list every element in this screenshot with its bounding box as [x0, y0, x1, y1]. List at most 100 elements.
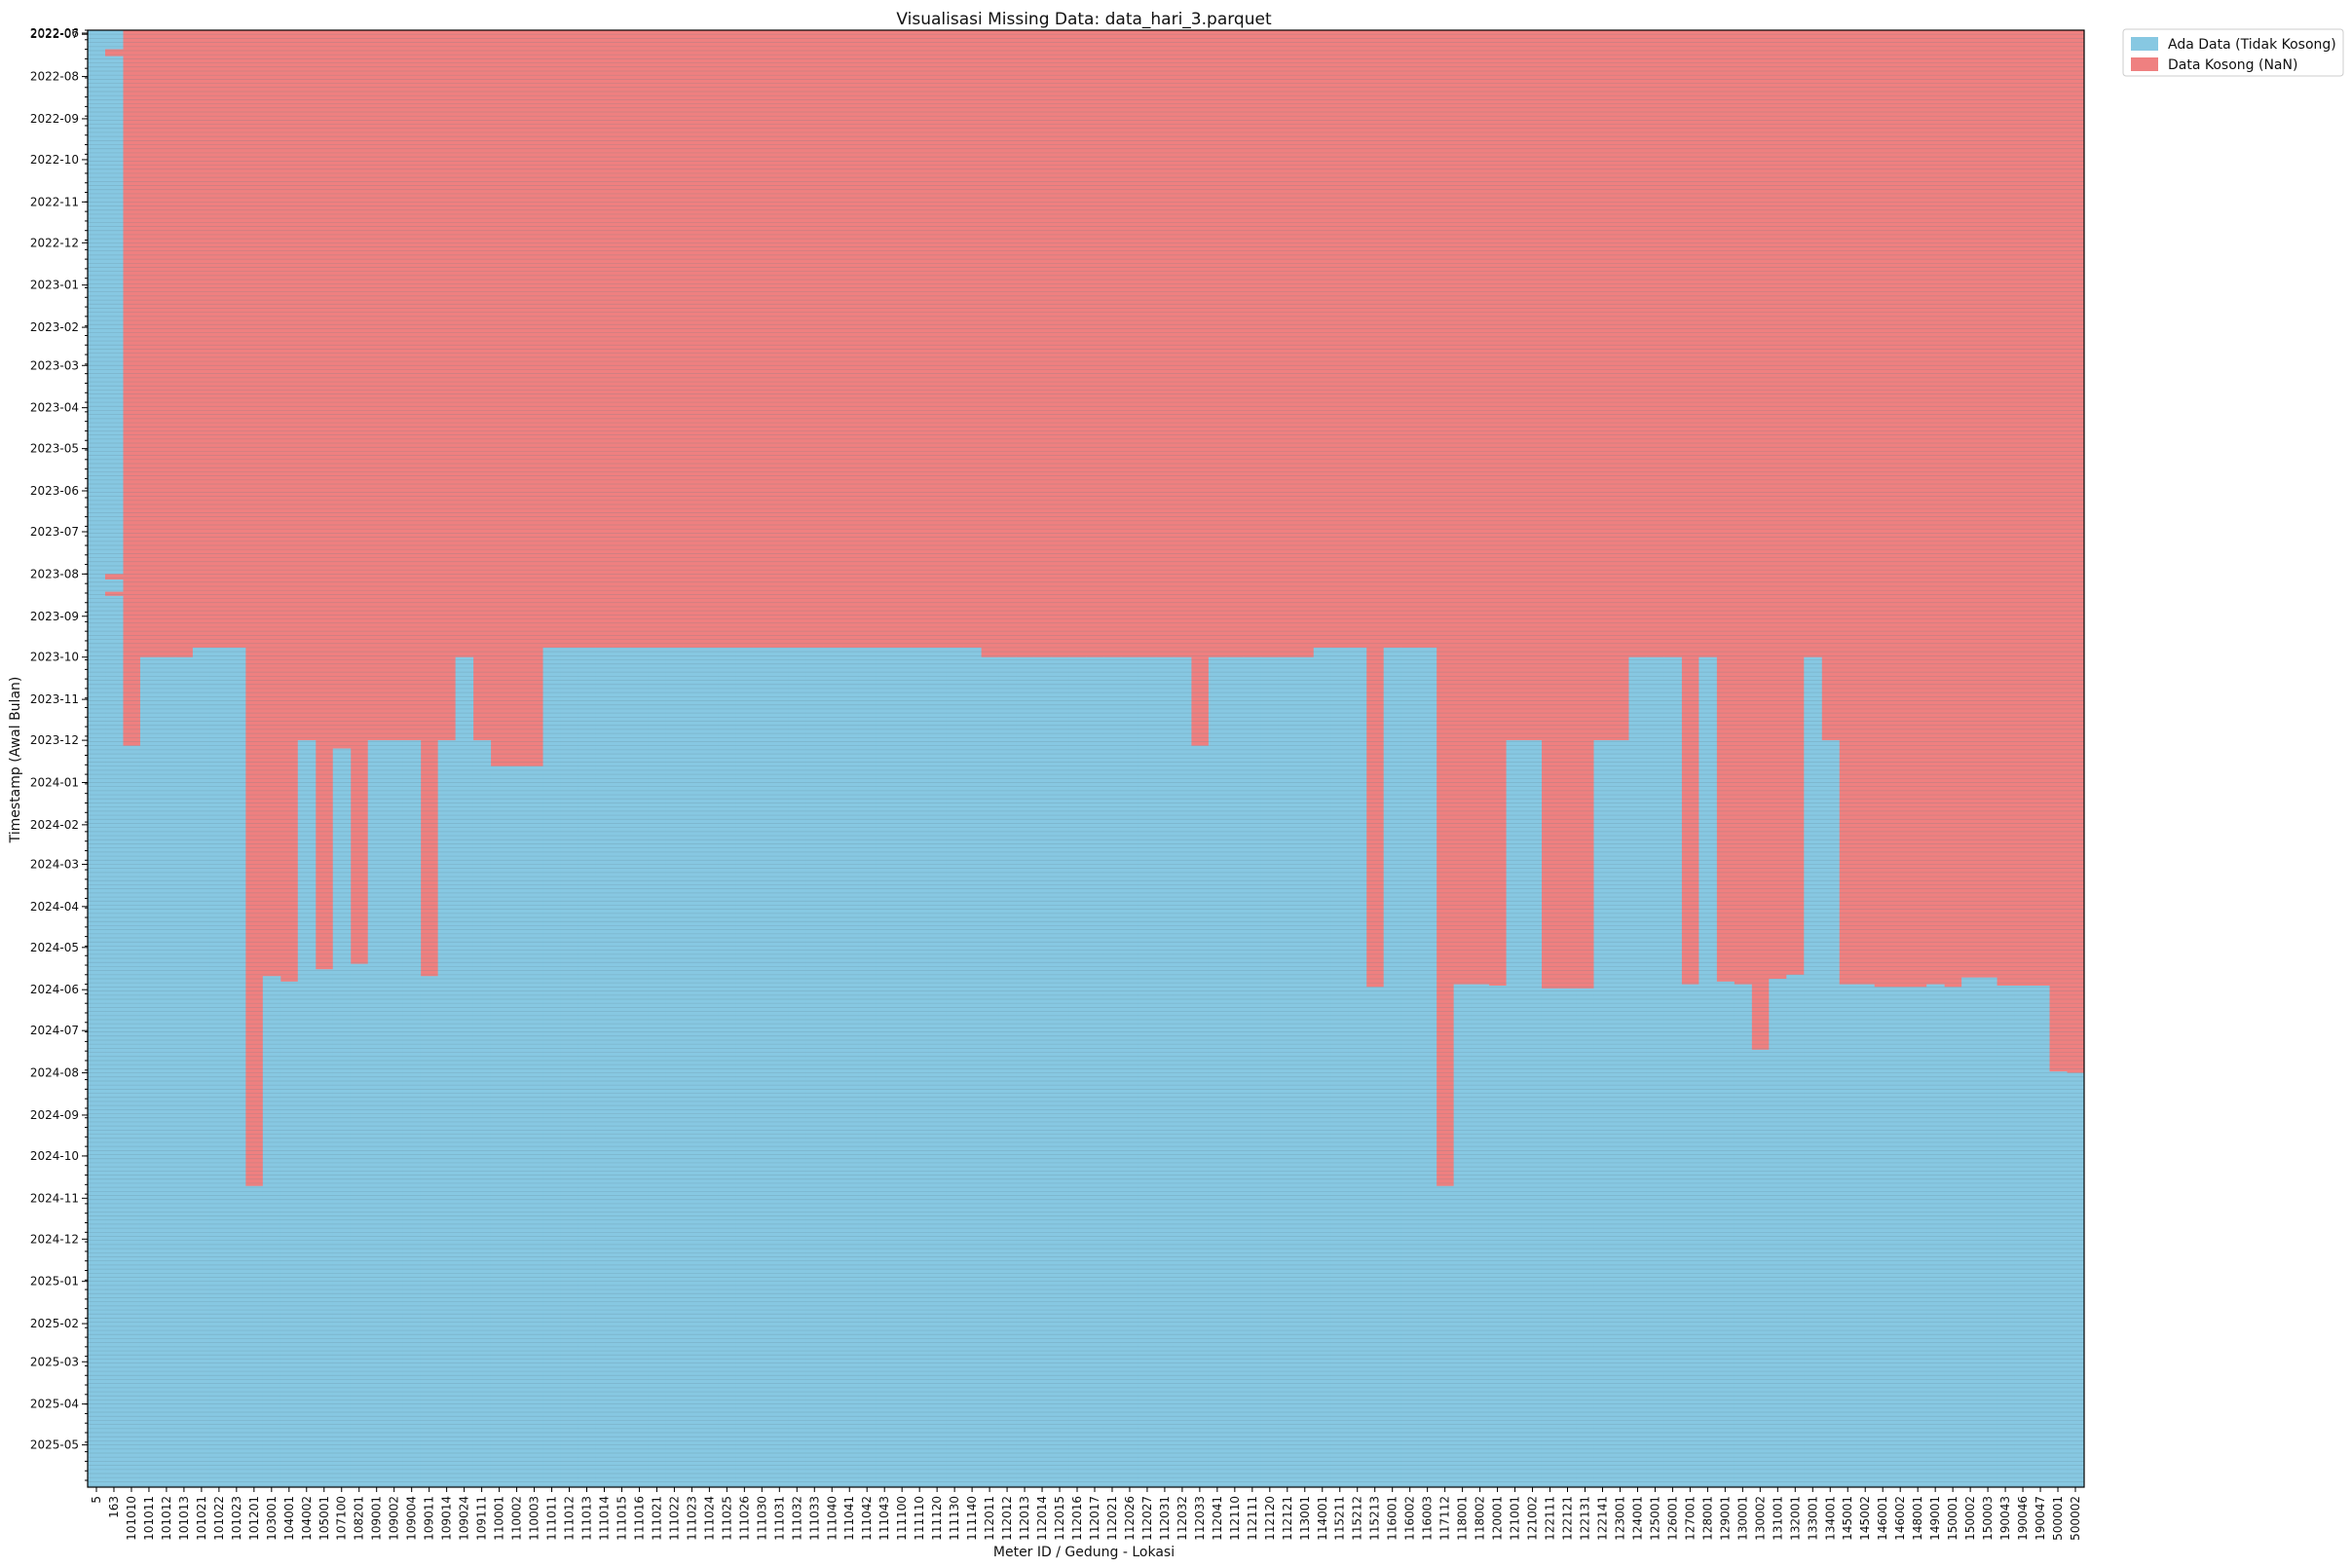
data-present-109014: [437, 740, 457, 1487]
data-present-133001: [1804, 656, 1822, 1487]
x-tick-label: 122131: [1579, 1496, 1592, 1541]
row-lines: [88, 29, 2084, 1486]
data-present-112014: [1033, 656, 1052, 1487]
y-tick-label: 2023-02: [30, 320, 79, 334]
data-present-131001: [1769, 979, 1787, 1487]
x-tick-label: 127001: [1683, 1496, 1697, 1541]
x-tick-label: 103001: [265, 1496, 279, 1541]
data-present-111100: [893, 647, 912, 1487]
data-present-118002: [1471, 984, 1490, 1487]
x-tick-label: 190046: [2016, 1496, 2030, 1541]
x-tick-label: 101013: [177, 1496, 191, 1541]
data-present-122111: [1541, 988, 1560, 1487]
data-present-112016: [1068, 656, 1087, 1487]
data-present-118001: [1453, 984, 1473, 1487]
x-tick-label: 109001: [370, 1496, 384, 1541]
x-tick-label: 109014: [440, 1496, 454, 1541]
data-present-112111: [1243, 656, 1262, 1487]
x-axis-ticks: 5 163 101010 101011 101012 101013 101021 101022…: [90, 1487, 2082, 1541]
x-tick-label: 112033: [1193, 1496, 1207, 1541]
data-present-112012: [998, 656, 1017, 1487]
x-tick-label: 111013: [580, 1496, 594, 1541]
data-present-period-163: [104, 30, 124, 657]
x-tick-label: 128001: [1700, 1496, 1714, 1541]
data-present-111012: [560, 647, 579, 1487]
x-tick-label: 109111: [475, 1496, 489, 1541]
legend-frame: [2122, 28, 2344, 77]
data-present-114001: [1313, 647, 1332, 1487]
data-present-period-5: [88, 594, 106, 1486]
data-present-101021: [192, 647, 211, 1487]
legend-swatch-present: [2131, 37, 2158, 51]
data-present-111025: [718, 647, 736, 1487]
x-tick-label: 122111: [1544, 1496, 1557, 1541]
data-gap-163: [104, 591, 124, 596]
x-tick-label: 112011: [983, 1496, 996, 1541]
x-tick-label: 112017: [1088, 1496, 1101, 1541]
data-present-112031: [1155, 656, 1175, 1487]
plot-frame: [87, 29, 2085, 1488]
y-tick-label: 2024-06: [30, 983, 79, 996]
data-present-134001: [1821, 740, 1840, 1487]
x-tick-label: 112013: [1018, 1496, 1031, 1541]
x-tick-label: 113001: [1298, 1496, 1312, 1541]
x-tick-label: 5: [90, 1496, 103, 1504]
data-present-112110: [1225, 656, 1245, 1487]
y-tick-label: 2024-09: [30, 1108, 79, 1122]
data-present-121002: [1523, 740, 1543, 1487]
x-tick-label: 112016: [1070, 1496, 1084, 1541]
data-present-104002: [297, 740, 317, 1487]
x-tick-label: 122121: [1561, 1496, 1575, 1541]
x-tick-label: 115213: [1368, 1496, 1382, 1541]
data-present-146001: [1874, 987, 1892, 1487]
data-present-116001: [1383, 647, 1402, 1487]
x-tick-label: 118001: [1456, 1496, 1470, 1541]
x-tick-label: 101201: [247, 1496, 261, 1541]
x-tick-label: 111021: [650, 1496, 663, 1541]
x-tick-label: 110002: [510, 1496, 524, 1541]
x-tick-label: 111030: [755, 1496, 768, 1541]
data-present-146002: [1891, 987, 1910, 1487]
x-tick-label: 111042: [860, 1496, 874, 1541]
x-tick-label: 117112: [1438, 1496, 1452, 1541]
data-present-101201: [244, 1185, 264, 1487]
y-tick-label: 2025-05: [30, 1438, 79, 1452]
data-present-101013: [174, 656, 194, 1487]
y-tick-label: 2023-04: [30, 401, 79, 415]
x-tick-label: 111012: [563, 1496, 577, 1541]
data-present-107100: [332, 748, 352, 1487]
x-tick-label: 111014: [597, 1496, 611, 1541]
data-present-117112: [1436, 1185, 1455, 1487]
x-tick-label: 118002: [1474, 1496, 1487, 1541]
legend-label-present: Ada Data (Tidak Kosong): [2168, 37, 2336, 53]
x-tick-label: 101022: [212, 1496, 226, 1541]
y-tick-label: 2024-12: [30, 1232, 79, 1246]
x-tick-label: 190047: [2034, 1496, 2047, 1541]
data-present-111110: [911, 647, 929, 1487]
x-tick-label: 111011: [545, 1496, 559, 1541]
data-present-121001: [1506, 740, 1525, 1487]
y-tick-label: 2023-08: [30, 567, 79, 580]
y-tick-label: 2023-05: [30, 442, 79, 456]
x-tick-label: 133001: [1806, 1496, 1819, 1541]
data-present-111041: [840, 647, 859, 1487]
data-present-109024: [455, 656, 474, 1487]
data-present-111023: [683, 647, 701, 1487]
y-tick-label: 2024-04: [30, 900, 79, 914]
data-present-111040: [823, 647, 841, 1487]
y-tick-label: 2023-07: [30, 525, 79, 539]
data-present-110003: [525, 765, 544, 1487]
x-tick-label: 112014: [1035, 1496, 1049, 1541]
x-tick-label: 111015: [615, 1496, 628, 1541]
data-present-period-5: [88, 199, 106, 585]
x-tick-label: 104002: [300, 1496, 314, 1541]
x-tick-label: 145002: [1858, 1496, 1872, 1541]
y-tick-label: 2023-03: [30, 358, 79, 372]
plot-border: [87, 29, 2085, 1488]
y-tick-label: 2023-10: [30, 651, 79, 664]
data-present-110002: [507, 765, 527, 1487]
data-present-150003: [1979, 977, 1997, 1487]
x-tick-label: 112026: [1123, 1496, 1137, 1541]
data-present-190043: [1996, 986, 2015, 1487]
